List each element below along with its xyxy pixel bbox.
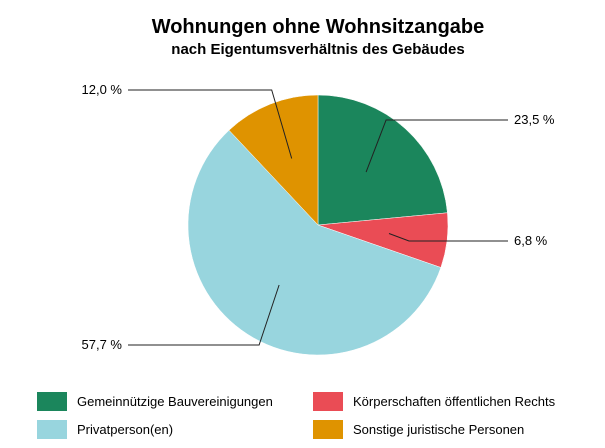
pie-slice-privatperson-en (187, 129, 442, 356)
pie-labels: 23,5 % 6,8 % 57,7 % 12,0 % (82, 82, 555, 352)
leader-line-sonstige-juristische-personen (128, 89, 293, 159)
legend-item-privatperson-en: Privatperson(en) (37, 420, 173, 439)
leader-line-privatperson-en (128, 284, 280, 346)
legend-label-sonstige-juristische-personen: Sonstige juristische Personen (353, 422, 524, 437)
chart-subtitle: nach Eigentumsverhältnis des Gebäudes (171, 41, 464, 58)
legend-swatch-gemeinn-tzige-bauvereinigungen (37, 392, 67, 411)
legend-swatch-sonstige-juristische-personen (313, 420, 343, 439)
leader-line-gemeinn-tzige-bauvereinigungen (365, 119, 508, 173)
legend-label-k-rperschaften-ffentlichen-rechts: Körperschaften öffentlichen Rechts (353, 394, 556, 409)
leader-line-k-rperschaften-ffentlichen-rechts (388, 233, 508, 242)
legend-label-gemeinn-tzige-bauvereinigungen: Gemeinnützige Bauvereinigungen (77, 394, 273, 409)
pie-slices (187, 94, 449, 356)
data-label-gemeinn-tzige-bauvereinigungen: 23,5 % (514, 112, 555, 127)
chart-legend: Gemeinnützige Bauvereinigungen Körperscha… (37, 392, 556, 439)
legend-item-gemeinn-tzige-bauvereinigungen: Gemeinnützige Bauvereinigungen (37, 392, 273, 411)
chart-title: Wohnungen ohne Wohnsitzangabe (152, 16, 485, 38)
pie-slice-gemeinn-tzige-bauvereinigungen (317, 94, 448, 226)
legend-item-sonstige-juristische-personen: Sonstige juristische Personen (313, 420, 524, 439)
legend-swatch-privatperson-en (37, 420, 67, 439)
pie-slice-sonstige-juristische-personen (228, 94, 319, 226)
legend-swatch-k-rperschaften-ffentlichen-rechts (313, 392, 343, 411)
legend-item-k-rperschaften-ffentlichen-rechts: Körperschaften öffentlichen Rechts (313, 392, 556, 411)
data-label-sonstige-juristische-personen: 12,0 % (82, 82, 123, 97)
data-label-k-rperschaften-ffentlichen-rechts: 6,8 % (514, 233, 548, 248)
data-label-privatperson-en: 57,7 % (82, 337, 123, 352)
legend-label-privatperson-en: Privatperson(en) (77, 422, 173, 437)
